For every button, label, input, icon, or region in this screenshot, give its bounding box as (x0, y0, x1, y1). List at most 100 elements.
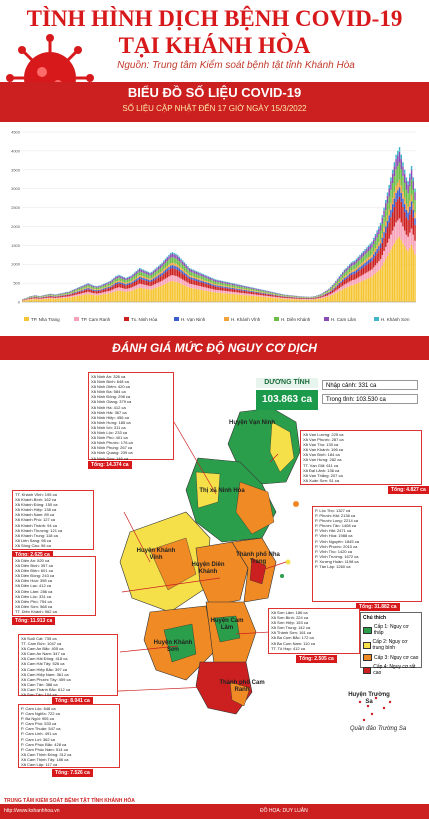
bar-segment (68, 291, 70, 293)
bar-segment (273, 292, 275, 294)
bar-segment (367, 251, 370, 258)
bar-segment (157, 273, 160, 276)
bar-segment (348, 265, 351, 268)
bar-segment (407, 206, 409, 213)
bar-segment (214, 292, 217, 302)
bar-segment (102, 285, 105, 288)
total-nha-trang: Tổng: 31.882 ca (356, 603, 400, 611)
bar-segment (197, 278, 199, 280)
bar-segment (228, 282, 230, 283)
bar-segment (34, 295, 36, 297)
label-truong-sa: Huyện Trường Sa (348, 692, 390, 705)
bar-segment (56, 297, 58, 299)
bar-segment (269, 296, 272, 298)
bar-segment (83, 285, 86, 287)
bar-segment (190, 268, 193, 270)
bar-segment (180, 267, 182, 270)
bar-segment (183, 263, 186, 267)
bar-segment (235, 284, 237, 286)
bar-segment (362, 256, 365, 262)
bar-segment (235, 288, 237, 290)
bar-segment (403, 204, 406, 213)
bar-segment (140, 275, 143, 278)
bar-segment (149, 289, 151, 302)
bar-segment (135, 271, 138, 272)
bar-segment (338, 281, 341, 283)
commune-row: Xã Ninh Giang: 379 ca (91, 399, 132, 405)
bar-segment (128, 281, 131, 283)
commune-row: Xã Cam Tân: 388 ca (21, 681, 58, 687)
bar-segment (111, 279, 113, 281)
bar-segment (199, 280, 201, 282)
bar-segment (137, 276, 139, 278)
bar-segment (262, 293, 265, 294)
y-tick-label: 2500 (11, 205, 21, 210)
bar-segment (135, 280, 138, 286)
legend-label: H. Vạn Ninh (181, 317, 206, 322)
bar-segment (121, 284, 124, 289)
commune-row: Xã Diên An: 820 ca (15, 558, 50, 563)
bar-segment (257, 294, 260, 297)
bar-segment (221, 280, 224, 282)
bar-segment (255, 296, 258, 302)
bar-segment (388, 222, 390, 239)
bar-segment (409, 173, 411, 178)
bar-segment (372, 275, 375, 302)
bar-segment (223, 286, 225, 288)
bar-segment (118, 274, 120, 276)
bar-segment (390, 181, 392, 190)
bar-segment (252, 290, 255, 292)
bar-segment (102, 292, 105, 295)
bar-segment (357, 282, 359, 302)
bar-segment (95, 287, 98, 290)
bar-segment (111, 289, 113, 293)
bar-segment (398, 179, 401, 188)
bar-segment (204, 281, 206, 284)
bar-segment (225, 293, 227, 302)
bar-segment (397, 166, 399, 183)
page-title-line1: TÌNH HÌNH DỊCH BỆNH COVID-19 (26, 6, 403, 31)
bar-segment (102, 287, 105, 289)
bar-segment (206, 284, 208, 288)
bar-segment (78, 295, 81, 302)
bar-segment (367, 263, 370, 272)
bar-segment (371, 254, 373, 258)
bar-segment (40, 298, 43, 300)
bar-segment (261, 295, 263, 297)
bar-segment (37, 298, 39, 300)
bar-segment (297, 298, 299, 300)
bar-segment (316, 299, 318, 302)
bar-segment (286, 295, 289, 296)
bar-segment (125, 278, 127, 281)
bar-segment (262, 291, 265, 293)
bar-segment (94, 289, 96, 291)
commune-row: Xã Cam Thịnh Đông: 312 ca (21, 751, 72, 757)
bar-segment (137, 269, 139, 271)
bar-segment (371, 260, 373, 270)
bar-segment (118, 280, 120, 282)
bar-segment (249, 287, 251, 289)
bar-segment (90, 285, 93, 287)
bar-segment (149, 280, 151, 282)
bar-segment (312, 298, 315, 300)
bar-segment (288, 295, 291, 297)
legend-swatch (363, 666, 372, 674)
bar-segment (209, 285, 211, 289)
bar-segment (202, 281, 205, 283)
bar-segment (209, 282, 211, 284)
bar-segment (113, 280, 115, 283)
bar-segment (114, 291, 117, 302)
bar-segment (268, 294, 270, 297)
bar-segment (268, 293, 270, 294)
bar-segment (123, 288, 125, 292)
bar-segment (250, 294, 253, 296)
bar-segment (226, 288, 229, 292)
bar-segment (46, 294, 48, 296)
bar-segment (331, 286, 334, 289)
bar-segment (116, 290, 119, 302)
bar-segment (204, 280, 206, 282)
bar-segment (319, 297, 322, 299)
bar-segment (114, 282, 117, 285)
bar-segment (342, 285, 344, 290)
bar-segment (82, 288, 84, 290)
